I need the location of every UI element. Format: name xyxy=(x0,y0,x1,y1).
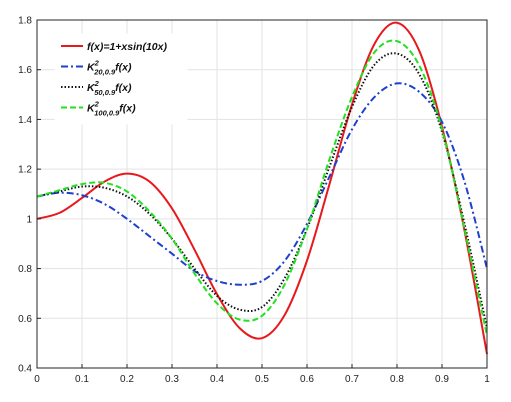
axis-ticks: 0 0.1 0.2 0.3 0.4 0.5 0.6 0.7 0.8 0.9 1 0.4 0.6 0.8 1 1… xyxy=(18,16,490,386)
legend-box xyxy=(54,33,188,125)
x-tick-label: 0.7 xyxy=(345,374,359,385)
x-tick-label: 0.4 xyxy=(210,374,224,385)
series-line-1 xyxy=(36,21,488,355)
legend-label: K2 50,0.9f(x) xyxy=(87,79,132,97)
x-tick-label: 0.8 xyxy=(390,374,404,385)
legend-label: f(x)=1+xsin(10x) xyxy=(87,41,167,53)
y-tick-label: 1.6 xyxy=(18,65,32,76)
x-tick-label: 0.2 xyxy=(120,374,134,385)
series-layer xyxy=(36,21,488,355)
y-tick-label: 1.2 xyxy=(18,165,32,176)
x-tick-label: 1 xyxy=(484,374,490,385)
y-tick-label: 1.8 xyxy=(18,16,32,27)
y-tick-label: 0.4 xyxy=(18,364,32,375)
y-tick-label: 0.8 xyxy=(18,264,32,275)
x-tick-label: 0.5 xyxy=(255,374,269,385)
y-tick-label: 1.4 xyxy=(18,115,32,126)
legend-label: K2 100,0.9f(x) xyxy=(87,100,136,118)
legend-label: K2 20,0.9f(x) xyxy=(87,59,132,77)
x-tick-label: 0.3 xyxy=(165,374,179,385)
x-tick-label: 0.1 xyxy=(75,374,89,385)
x-tick-label: 0.6 xyxy=(300,374,314,385)
legend: f(x)=1+xsin(10x) K2 20,0.9f(x) K2 50,0.9f(x)… xyxy=(54,33,188,125)
y-tick-label: 0.6 xyxy=(18,314,32,325)
x-tick-label: 0 xyxy=(34,374,40,385)
series-line-2 xyxy=(36,82,488,286)
x-tick-label: 0.9 xyxy=(435,374,449,385)
series-line-3 xyxy=(36,52,488,329)
y-tick-label: 1 xyxy=(26,214,32,225)
